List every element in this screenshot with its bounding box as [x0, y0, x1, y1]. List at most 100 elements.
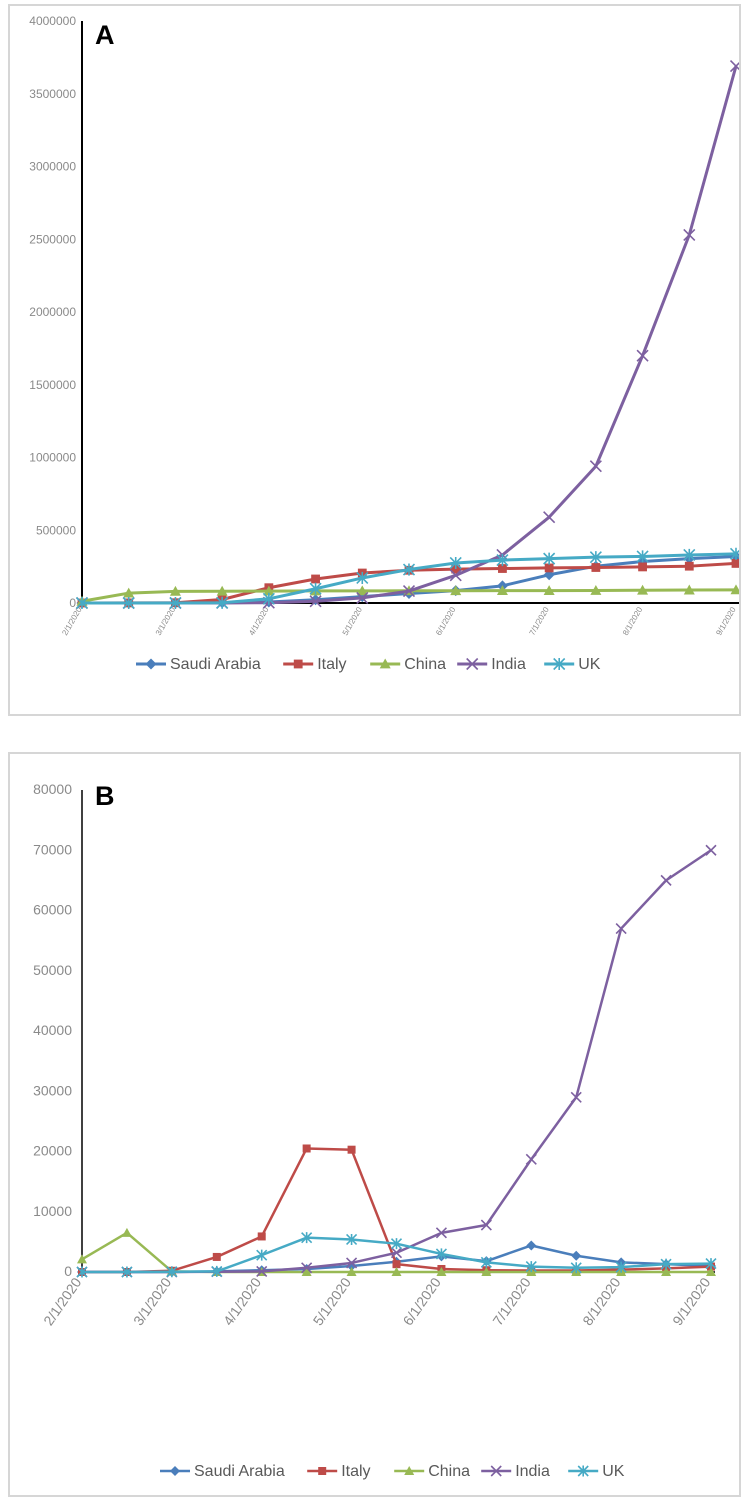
chart-a-series-italy-point	[638, 562, 647, 572]
chart-a-series-india-point-shape	[636, 349, 649, 362]
chart-b-series-china-point-shape	[121, 1227, 132, 1237]
chart-a-x-tick-label: 5/1/2020	[341, 605, 365, 637]
chart-b-svg: B 0 10000 20000 30000 40000 50000 60000 70000 800…	[33, 781, 717, 1480]
chart-b-series-italy-point-shape	[212, 1252, 221, 1261]
chart-a-series-uk-point	[449, 556, 462, 570]
chart-b-series-china-point	[706, 1267, 716, 1276]
chart-a-series-china-point	[356, 585, 368, 596]
chart-b-series-uk-point	[76, 1266, 88, 1278]
chart-a-series-india-point	[543, 511, 556, 524]
chart-a-legend-china: China	[370, 656, 446, 673]
chart-a-series-china-point	[169, 585, 181, 596]
chart-b-series-uk-point-shape	[705, 1257, 717, 1270]
chart-a-series-india-point-shape	[683, 228, 696, 241]
chart-b-series-saudi-arabia-point-shape	[526, 1240, 537, 1251]
chart-a-series-uk-point-shape	[309, 582, 322, 595]
chart-b-series-saudi-arabia-point	[526, 1240, 537, 1251]
chart-b-y-tick-label: 20000	[33, 1143, 72, 1159]
chart-a-series-uk-point	[356, 571, 369, 585]
chart-a-series-china-point-shape	[123, 587, 135, 598]
chart-b-series-uk-point	[570, 1262, 582, 1274]
chart-b-legend-india-swatch-marker-shape	[490, 1465, 502, 1477]
chart-b-series-china-point	[481, 1267, 492, 1276]
chart-b-series-uk-point	[256, 1249, 268, 1261]
chart-a-series-india-point-shape	[402, 585, 416, 598]
chart-b-series-uk-point	[166, 1266, 178, 1278]
chart-a-series-china-point-shape	[590, 584, 602, 595]
chart-a-series-china-point	[216, 585, 228, 596]
chart-a-series-italy-point	[498, 564, 507, 573]
chart-b-x-tick-label: 9/1/2020	[669, 1274, 713, 1328]
chart-b-y-tick-label: 30000	[33, 1082, 72, 1098]
chart-b-series-china-point	[121, 1227, 132, 1237]
chart-b-y-tick-label: 50000	[33, 962, 72, 978]
chart-a-series-italy-point-shape	[498, 564, 507, 573]
chart-b-legend-china-swatch-marker-shape	[404, 1466, 415, 1475]
chart-a-y-tick-label: 1000000	[29, 451, 76, 465]
chart-b-series-uk-point	[390, 1238, 403, 1250]
chart-b-series-uk-point-shape	[256, 1249, 268, 1261]
chart-panel-b: B 0 10000 20000 30000 40000 50000 60000 70000 800…	[8, 752, 741, 1497]
chart-b-series-india-point-shape	[256, 1265, 268, 1277]
chart-a-series-uk-point	[262, 592, 275, 605]
chart-b-series-italy-point	[302, 1144, 311, 1153]
chart-a-series-uk-point	[169, 596, 182, 610]
chart-a-series-india-point	[309, 595, 322, 608]
chart-a-x-tick-label: 8/1/2020	[621, 605, 645, 637]
chart-a-series-uk-point-shape	[496, 554, 509, 567]
chart-a-panel-label: A	[95, 20, 115, 50]
chart-a-series-uk-point	[543, 552, 556, 565]
chart-b-series-india-point-shape	[435, 1227, 447, 1239]
chart-a-series-uk-point-shape	[216, 596, 229, 609]
chart-b-x-tick-label: 3/1/2020	[130, 1274, 174, 1328]
chart-a-legend-uk-label: UK	[578, 656, 601, 673]
chart-b-series-uk-point-shape	[166, 1266, 178, 1278]
chart-a-legend-italy-swatch-marker	[293, 659, 303, 669]
chart-a-legend-italy: Italy	[283, 656, 347, 673]
chart-a-series-italy-point	[451, 564, 461, 574]
chart-b-x-tick-label: 7/1/2020	[489, 1274, 533, 1328]
chart-a-series-china-point-shape	[356, 585, 368, 596]
chart-a-series-china-point	[263, 585, 275, 596]
chart-b-legend-india-swatch-marker	[490, 1465, 502, 1477]
chart-a-series-italy-point-shape	[311, 574, 320, 584]
chart-b-series-uk-point	[615, 1261, 627, 1273]
chart-a-series-china-point	[590, 584, 602, 595]
chart-b-series-china-point-shape	[77, 1254, 87, 1264]
chart-b-series-saudi-arabia-point	[571, 1250, 582, 1261]
chart-b-series-india-point	[525, 1153, 537, 1165]
chart-a-x-tick-label: 9/1/2020	[714, 605, 738, 637]
chart-a-series-italy-point	[544, 563, 554, 573]
chart-b-series-italy-point-shape	[392, 1260, 401, 1269]
chart-a-legend-india-swatch-marker	[466, 657, 479, 671]
chart-a-series-uk-point	[309, 582, 322, 595]
chart-b-series-italy-point	[392, 1260, 401, 1269]
chart-a-series-uk-point	[75, 596, 89, 610]
chart-b-series-india-point	[615, 923, 627, 935]
chart-a-series-uk-point-shape	[729, 547, 739, 560]
chart-a-legend-italy-swatch-marker-shape	[293, 659, 303, 669]
chart-a-series-china-point-shape	[637, 584, 649, 595]
chart-a-series-uk-point-shape	[262, 592, 275, 605]
chart-a-series-uk-point-shape	[169, 596, 182, 610]
chart-a-legend-italy-label: Italy	[317, 656, 346, 673]
chart-b-series-uk-point-shape	[525, 1261, 537, 1273]
chart-b-series-uk-point-shape	[660, 1258, 672, 1270]
chart-b-series-italy-point	[347, 1145, 356, 1154]
chart-b-x-tick-label: 8/1/2020	[579, 1274, 623, 1328]
chart-b-series-china-point-shape	[706, 1267, 716, 1276]
chart-a-series-india-point-shape	[589, 460, 602, 473]
chart-a-series-china-point	[450, 585, 462, 596]
chart-b-legend-uk-swatch-marker	[577, 1465, 589, 1477]
chart-b-series-india-point-shape	[705, 844, 717, 856]
chart-a-series-italy-point-shape	[684, 561, 694, 571]
chart-a-series-uk-point	[216, 596, 229, 609]
chart-b-series-uk-point	[525, 1261, 537, 1273]
chart-a-series-uk-point-shape	[589, 551, 602, 564]
chart-a-legend-uk: UK	[544, 656, 601, 673]
chart-a-series-china-point-shape	[169, 585, 181, 596]
chart-b-series-saudi-arabia-point	[346, 1260, 357, 1271]
chart-b-legend-china-label: China	[428, 1463, 470, 1480]
chart-a-y-tick-label: 3500000	[29, 87, 76, 101]
chart-a-legend-china-swatch-marker	[379, 658, 391, 669]
